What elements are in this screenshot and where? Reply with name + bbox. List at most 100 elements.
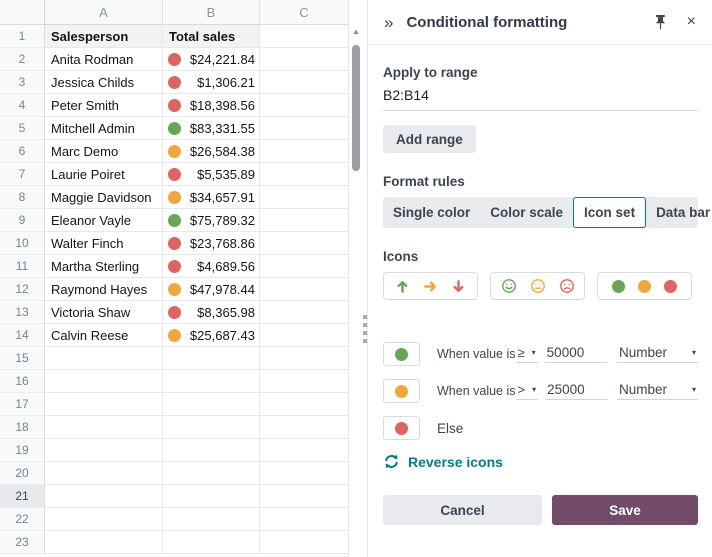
icon-set-smileys[interactable] (490, 272, 585, 300)
value-type-dropdown[interactable]: Number ▾ (617, 345, 698, 363)
cell-empty[interactable] (260, 48, 348, 71)
cell-empty[interactable] (260, 255, 348, 278)
operator-dropdown[interactable]: ≥ ▾ (515, 345, 538, 363)
row-number[interactable]: 23 (0, 531, 45, 554)
cell-empty[interactable] (260, 485, 348, 508)
value-type-dropdown[interactable]: Number ▾ (617, 382, 698, 400)
close-icon[interactable]: × (686, 13, 696, 30)
tab-color-scale[interactable]: Color scale (490, 205, 564, 220)
cell-empty[interactable] (260, 347, 348, 370)
row-number[interactable]: 20 (0, 462, 45, 485)
cell-empty[interactable] (163, 485, 260, 508)
cell-empty[interactable] (45, 416, 163, 439)
row-number[interactable]: 1 (0, 25, 45, 48)
row-number[interactable]: 13 (0, 301, 45, 324)
threshold-input[interactable]: 25000 (545, 382, 608, 400)
cell-salesperson[interactable]: Walter Finch (45, 232, 163, 255)
row-number[interactable]: 10 (0, 232, 45, 255)
cell-empty[interactable] (260, 439, 348, 462)
cell-empty[interactable] (163, 393, 260, 416)
cell-empty[interactable] (45, 347, 163, 370)
cell-empty[interactable] (260, 140, 348, 163)
icon-set-dots[interactable] (597, 272, 692, 300)
cell-empty[interactable] (260, 163, 348, 186)
cell-empty[interactable] (45, 370, 163, 393)
cell-empty[interactable] (260, 25, 348, 48)
cell-total-sales-header[interactable]: Total sales (163, 25, 260, 48)
row-number[interactable]: 17 (0, 393, 45, 416)
cell-total-sales[interactable]: $83,331.55 (163, 117, 260, 140)
row-number[interactable]: 2 (0, 48, 45, 71)
row-number[interactable]: 15 (0, 347, 45, 370)
cell-salesperson[interactable]: Maggie Davidson (45, 186, 163, 209)
row-number[interactable]: 6 (0, 140, 45, 163)
rule-icon-selector[interactable] (383, 379, 420, 403)
row-number[interactable]: 4 (0, 94, 45, 117)
cell-empty[interactable] (45, 508, 163, 531)
icon-set-arrows[interactable] (383, 272, 478, 300)
tab-icon-set[interactable]: Icon set (573, 197, 647, 228)
column-header-b[interactable]: B (163, 0, 260, 24)
row-number[interactable]: 5 (0, 117, 45, 140)
cell-total-sales[interactable]: $24,221.84 (163, 48, 260, 71)
cell-empty[interactable] (260, 462, 348, 485)
row-number[interactable]: 8 (0, 186, 45, 209)
cell-empty[interactable] (260, 531, 348, 554)
cell-salesperson-header[interactable]: Salesperson (45, 25, 163, 48)
scrollbar-up-arrow-icon[interactable]: ▲ (352, 27, 360, 36)
row-number[interactable]: 19 (0, 439, 45, 462)
cell-total-sales[interactable]: $5,535.89 (163, 163, 260, 186)
save-button[interactable]: Save (552, 495, 698, 525)
cell-total-sales[interactable]: $34,657.91 (163, 186, 260, 209)
row-number[interactable]: 12 (0, 278, 45, 301)
sheet-vertical-scrollbar[interactable]: ▲ (348, 0, 362, 557)
cell-empty[interactable] (260, 508, 348, 531)
cell-total-sales[interactable]: $23,768.86 (163, 232, 260, 255)
rule-icon-selector[interactable] (383, 416, 420, 440)
scrollbar-thumb[interactable] (352, 45, 360, 171)
cell-empty[interactable] (163, 347, 260, 370)
row-number[interactable]: 14 (0, 324, 45, 347)
cell-empty[interactable] (45, 531, 163, 554)
reverse-icons-link[interactable]: Reverse icons (383, 453, 698, 470)
cell-salesperson[interactable]: Victoria Shaw (45, 301, 163, 324)
row-number[interactable]: 9 (0, 209, 45, 232)
cell-salesperson[interactable]: Marc Demo (45, 140, 163, 163)
cell-empty[interactable] (260, 416, 348, 439)
cell-empty[interactable] (163, 462, 260, 485)
range-input[interactable]: B2:B14 (383, 87, 698, 111)
cell-empty[interactable] (260, 94, 348, 117)
row-number[interactable]: 11 (0, 255, 45, 278)
tab-single-color[interactable]: Single color (393, 205, 471, 220)
cell-empty[interactable] (260, 324, 348, 347)
panel-resize-handle[interactable] (363, 315, 368, 343)
threshold-input[interactable]: 50000 (544, 345, 607, 363)
cancel-button[interactable]: Cancel (383, 495, 542, 525)
cell-salesperson[interactable]: Laurie Poiret (45, 163, 163, 186)
cell-total-sales[interactable]: $8,365.98 (163, 301, 260, 324)
cell-empty[interactable] (163, 531, 260, 554)
cell-salesperson[interactable]: Calvin Reese (45, 324, 163, 347)
cell-salesperson[interactable]: Anita Rodman (45, 48, 163, 71)
cell-total-sales[interactable]: $75,789.32 (163, 209, 260, 232)
cell-total-sales[interactable]: $25,687.43 (163, 324, 260, 347)
operator-dropdown[interactable]: > ▾ (515, 382, 539, 400)
cell-total-sales[interactable]: $47,978.44 (163, 278, 260, 301)
cell-empty[interactable] (45, 439, 163, 462)
cell-empty[interactable] (260, 370, 348, 393)
cell-empty[interactable] (163, 370, 260, 393)
row-number[interactable]: 3 (0, 71, 45, 94)
add-range-button[interactable]: Add range (383, 125, 476, 153)
cell-total-sales[interactable]: $1,306.21 (163, 71, 260, 94)
row-number[interactable]: 21 (0, 485, 45, 508)
cell-salesperson[interactable]: Mitchell Admin (45, 117, 163, 140)
cell-salesperson[interactable]: Martha Sterling (45, 255, 163, 278)
tab-data-bar[interactable]: Data bar (656, 205, 711, 220)
cell-salesperson[interactable]: Jessica Childs (45, 71, 163, 94)
row-number[interactable]: 18 (0, 416, 45, 439)
collapse-panel-icon[interactable]: » (384, 12, 394, 32)
column-header-c[interactable]: C (299, 4, 309, 20)
rule-icon-selector[interactable] (383, 342, 420, 366)
cell-empty[interactable] (260, 301, 348, 324)
cell-salesperson[interactable]: Eleanor Vayle (45, 209, 163, 232)
